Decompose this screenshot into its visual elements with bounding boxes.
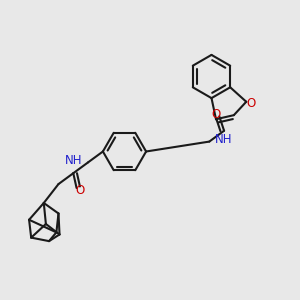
Text: NH: NH (215, 133, 232, 146)
Text: NH: NH (65, 154, 83, 167)
Text: O: O (75, 184, 84, 197)
Text: O: O (246, 97, 255, 110)
Text: O: O (211, 108, 220, 122)
